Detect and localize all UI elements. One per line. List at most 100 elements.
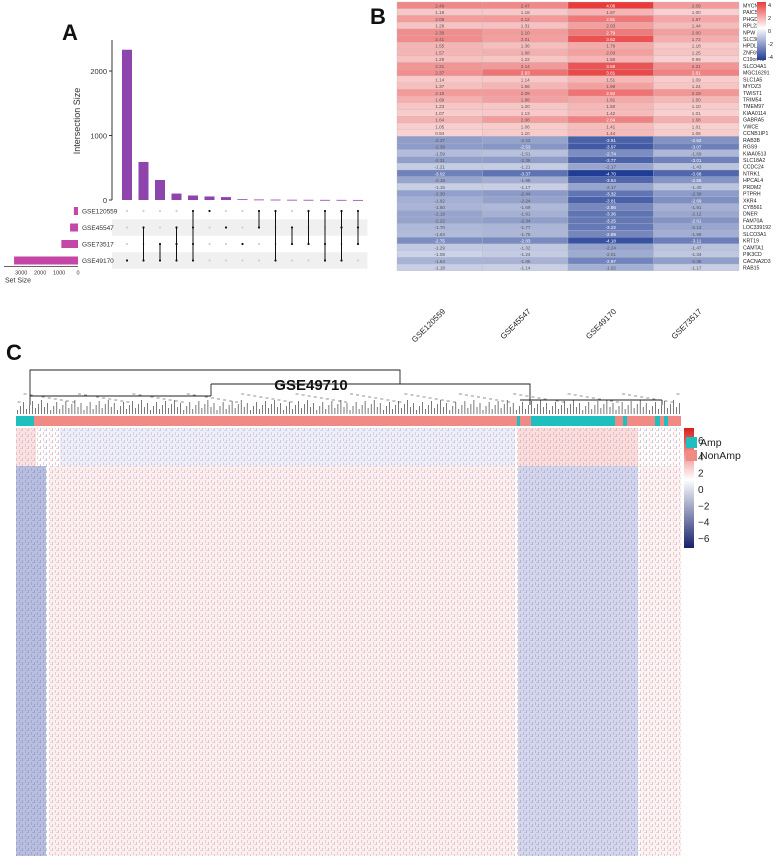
matrix-dot-inactive xyxy=(257,242,261,246)
cell-value: -2.97 xyxy=(606,259,617,264)
cell-value: -3.25 xyxy=(606,218,617,223)
matrix-dot-inactive xyxy=(158,226,162,229)
cell-value: 1.01 xyxy=(692,124,701,129)
row-label: PHGDH xyxy=(743,17,762,23)
intersection-bar xyxy=(353,199,363,201)
cell-value: -3.68 xyxy=(691,171,702,176)
row-label: CCNB1IP1 xyxy=(743,131,768,137)
row-label: CCDC24 xyxy=(743,165,764,171)
cell-value: -1.24 xyxy=(520,252,531,257)
cell-value: -1.40 xyxy=(691,185,702,190)
intersection-bar xyxy=(204,196,215,200)
cell-value: 1.14 xyxy=(521,77,530,82)
cell-value: 1.20 xyxy=(521,104,530,109)
cell-value: -2.74 xyxy=(606,151,617,156)
cell-value: -2.55 xyxy=(691,178,702,183)
colorbar-tick-label: −4 xyxy=(698,518,710,529)
row-label: SLC30A3 xyxy=(743,37,765,43)
cell-value: 1.05 xyxy=(435,124,444,129)
cell-value: 1.44 xyxy=(606,131,615,136)
cell-value: -3.81 xyxy=(606,198,617,203)
cell-value: 1.06 xyxy=(521,124,530,129)
intersection-bar xyxy=(122,49,132,201)
intersection-bar xyxy=(303,199,314,201)
cell-value: 2.01 xyxy=(521,37,530,42)
cell-value: 2.03 xyxy=(606,24,615,29)
cell-value: 2.79 xyxy=(606,30,615,35)
cell-value: -1.80 xyxy=(435,205,446,210)
row-label: CYB561 xyxy=(743,205,762,211)
row-label: SLCO4A1 xyxy=(743,64,766,70)
cell-value: 0.99 xyxy=(692,57,701,62)
row-label: SLC18A2 xyxy=(743,158,765,164)
annotation-band-amp xyxy=(517,416,520,426)
row-label: RGS9 xyxy=(743,145,757,151)
cell-value: 1.44 xyxy=(692,24,701,29)
cell-value: -2.35 xyxy=(691,259,702,264)
cell-value: -2.89 xyxy=(606,232,617,237)
row-label: RAB3B xyxy=(743,138,761,144)
cell-value: -1.70 xyxy=(435,225,446,230)
cell-value: 1.56 xyxy=(606,57,615,62)
cell-value: 2.21 xyxy=(692,64,701,69)
cell-value: -1.69 xyxy=(691,151,702,156)
cell-value: -2.30 xyxy=(435,192,446,197)
cell-value: -3.11 xyxy=(691,239,702,244)
colorbar-tick-label: 0 xyxy=(768,29,771,35)
colorbar-tick-label: −6 xyxy=(698,534,710,545)
matrix-dot-inactive xyxy=(175,209,178,213)
cell-value: -1.43 xyxy=(691,165,702,170)
cell-value: 1.98 xyxy=(521,98,530,103)
legend-label-nonamp: NonAmp xyxy=(700,450,741,462)
intersection-bar xyxy=(254,199,264,201)
cell-value: -3.77 xyxy=(606,158,617,163)
row-label: NPW xyxy=(743,30,755,36)
matrix-dot-inactive xyxy=(241,259,244,262)
legend-swatch-nonamp xyxy=(686,450,697,461)
annotation-band-amp xyxy=(623,416,627,426)
cell-value: -2.01 xyxy=(606,252,617,257)
matrix-dot-inactive xyxy=(158,209,162,213)
matrix-row-shade xyxy=(112,219,368,236)
cell-value: 2.12 xyxy=(521,17,530,22)
cell-value: 2.93 xyxy=(521,71,530,76)
cell-value: 4.08 xyxy=(606,3,615,8)
cell-value: 1.57 xyxy=(435,50,444,55)
cell-value: 2.61 xyxy=(692,71,701,76)
row-label: PAIC5 xyxy=(743,10,758,16)
cell-value: -3.97 xyxy=(606,145,617,150)
colorbar xyxy=(684,428,694,548)
dendrogram-upper xyxy=(29,369,663,405)
row-label: PRDM2 xyxy=(743,185,761,191)
row-label: CAMTA1 xyxy=(743,245,764,251)
cell-value: 2.10 xyxy=(521,30,530,35)
cell-value: 1.64 xyxy=(435,118,444,123)
row-label: MYCN xyxy=(743,3,759,9)
matrix-dot-inactive xyxy=(224,242,228,246)
matrix-dot-inactive xyxy=(307,259,310,262)
colorbar-tick-label: 0 xyxy=(698,485,704,496)
cell-value: 2.21 xyxy=(435,64,444,69)
intersection-bar xyxy=(287,199,297,201)
panel-label-a: A xyxy=(62,20,78,45)
annotation-band-amp xyxy=(655,416,660,426)
cell-value: 2.09 xyxy=(521,91,530,96)
cell-value: -2.17 xyxy=(606,165,617,170)
cell-value: -4.70 xyxy=(606,171,617,176)
row-label: RAB15 xyxy=(743,266,760,272)
intersection-bar xyxy=(138,161,149,200)
cell-value: -2.34 xyxy=(520,218,531,223)
annotation-band-amp xyxy=(664,416,668,426)
cell-value: 1.41 xyxy=(606,124,615,129)
heatmap-cell xyxy=(653,263,740,271)
cell-value: 1.28 xyxy=(435,24,444,29)
set-size-axis-label: Set Size xyxy=(5,278,31,285)
cell-value: 1.10 xyxy=(692,104,701,109)
matrix-dot-active xyxy=(224,226,228,229)
cell-value: 1.25 xyxy=(692,50,701,55)
row-label: MYOZ3 xyxy=(743,84,761,90)
cell-value: -2.37 xyxy=(435,138,446,143)
cell-value: -2.44 xyxy=(520,192,531,197)
